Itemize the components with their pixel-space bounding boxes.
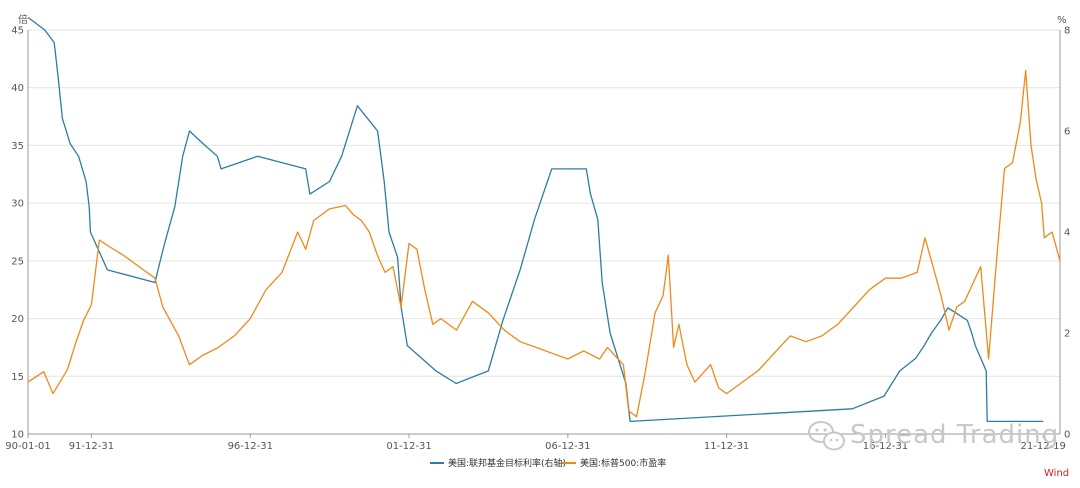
source-label: Wind — [1044, 468, 1069, 479]
left-tick-label: 30 — [11, 199, 24, 210]
series-line-1 — [27, 16, 1044, 423]
axes: 倍 % 10 15 20 25 30 35 40 45 0 2 4 6 8 90-01-01 91-12-3… — [5, 13, 1070, 452]
x-tick-label: 16-12-31 — [863, 441, 908, 452]
left-tick-label: 15 — [11, 372, 24, 383]
left-tick-label: 40 — [11, 83, 24, 94]
right-tick-label: 2 — [1064, 329, 1070, 340]
wechat-icon — [808, 421, 845, 451]
right-tick-label: 0 — [1064, 430, 1070, 441]
right-tick-label: 6 — [1064, 127, 1070, 138]
grid-lines — [28, 29, 1060, 435]
x-tick-label: 91-12-31 — [69, 441, 114, 452]
x-tick-label: 06-12-31 — [545, 441, 590, 452]
left-axis-unit: 倍 — [18, 13, 28, 26]
right-tick-label: 4 — [1064, 228, 1070, 239]
right-tick-label: 8 — [1064, 26, 1070, 37]
legend-label: 美国:联邦基金目标利率(右轴) — [448, 457, 566, 469]
left-tick-label: 20 — [11, 314, 24, 325]
legend: 美国:联邦基金目标利率(右轴) 美国:标普500:市盈率 — [430, 457, 666, 469]
left-tick-label: 45 — [11, 26, 24, 37]
x-tick-label: 01-12-31 — [386, 441, 431, 452]
x-tick-label: 96-12-31 — [228, 441, 273, 452]
left-tick-label: 10 — [11, 430, 24, 441]
left-tick-label: 35 — [11, 141, 24, 152]
series-line-2 — [27, 69, 1061, 418]
watermark: Spread Trading — [808, 420, 1059, 451]
left-tick-label: 25 — [11, 256, 24, 267]
watermark-text: Spread Trading — [850, 420, 1059, 450]
x-tick-label: 11-12-31 — [704, 441, 749, 452]
x-tick-label: 21-12-19 — [1021, 441, 1066, 452]
legend-label: 美国:标普500:市盈率 — [580, 457, 666, 469]
right-axis-unit: % — [1057, 15, 1067, 26]
series-lines — [27, 16, 1061, 423]
x-tick-label: 90-01-01 — [5, 441, 50, 452]
